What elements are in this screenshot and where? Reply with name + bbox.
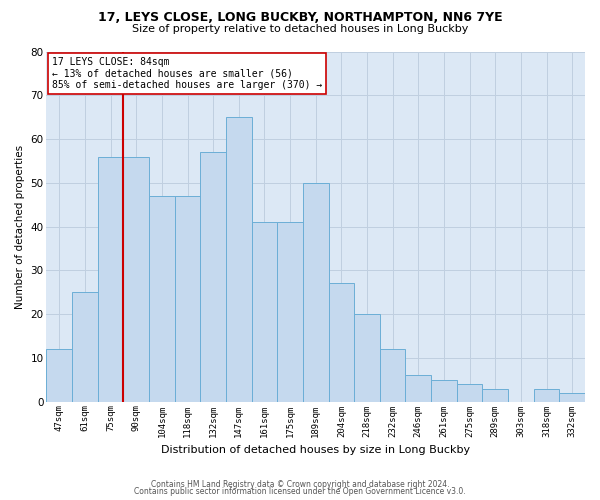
Bar (149, 196, 175, 402)
Bar (200, 152, 226, 402)
Text: Contains public sector information licensed under the Open Government Licence v3: Contains public sector information licen… (134, 487, 466, 496)
Bar (175, 196, 200, 402)
Bar (329, 284, 354, 402)
Bar (303, 183, 329, 402)
Text: Size of property relative to detached houses in Long Buckby: Size of property relative to detached ho… (132, 24, 468, 34)
Bar (406, 376, 431, 402)
Y-axis label: Number of detached properties: Number of detached properties (15, 144, 25, 308)
Bar (98, 156, 124, 402)
Bar (354, 314, 380, 402)
Bar (46, 349, 72, 402)
Bar (277, 222, 303, 402)
Bar (124, 156, 149, 402)
X-axis label: Distribution of detached houses by size in Long Buckby: Distribution of detached houses by size … (161, 445, 470, 455)
Bar (457, 384, 482, 402)
Bar (251, 222, 277, 402)
Bar (482, 388, 508, 402)
Bar (226, 117, 251, 402)
Bar (559, 393, 585, 402)
Bar (72, 292, 98, 402)
Bar (380, 349, 406, 402)
Bar (534, 388, 559, 402)
Bar (431, 380, 457, 402)
Text: 17 LEYS CLOSE: 84sqm
← 13% of detached houses are smaller (56)
85% of semi-detac: 17 LEYS CLOSE: 84sqm ← 13% of detached h… (52, 57, 322, 90)
Text: 17, LEYS CLOSE, LONG BUCKBY, NORTHAMPTON, NN6 7YE: 17, LEYS CLOSE, LONG BUCKBY, NORTHAMPTON… (98, 11, 502, 24)
Text: Contains HM Land Registry data © Crown copyright and database right 2024.: Contains HM Land Registry data © Crown c… (151, 480, 449, 489)
